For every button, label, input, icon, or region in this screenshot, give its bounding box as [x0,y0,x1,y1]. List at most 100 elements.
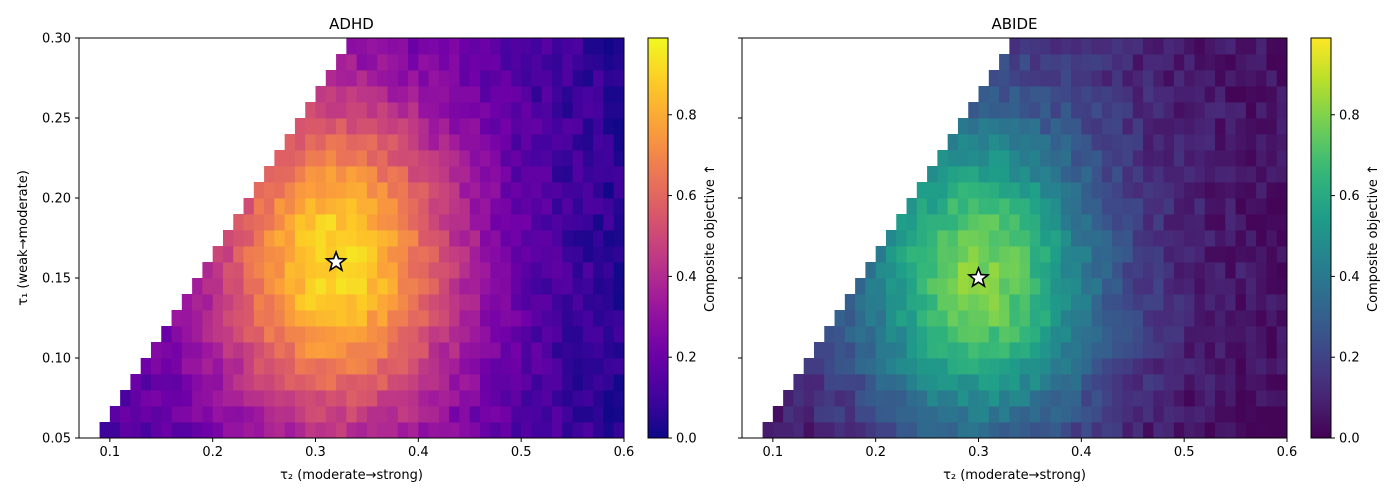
heatmap-cell [469,54,481,71]
heatmap-cell [1266,230,1278,247]
heatmap-cell [253,358,265,375]
heatmap-cell [510,278,522,295]
heatmap-cell [783,422,794,439]
colorbar-tick-label: 0.2 [676,351,697,366]
heatmap-cell [552,422,563,439]
heatmap-cell [1153,390,1165,407]
heatmap-cell [1276,358,1288,375]
heatmap-cell [1081,166,1093,183]
heatmap-cell [885,262,897,279]
heatmap-cell [875,406,887,423]
heatmap-cell [1215,374,1226,391]
heatmap-cell [1040,422,1051,439]
heatmap-cell [202,342,214,359]
heatmap-cell [1122,150,1134,167]
heatmap-cell [1204,422,1216,439]
heatmap-cell [397,38,409,55]
heatmap-cell [1050,54,1062,71]
heatmap-cell [1009,102,1021,119]
heatmap-cell [916,342,928,359]
heatmap-cell [978,406,990,423]
heatmap-cell [572,342,584,359]
heatmap-cell [1245,70,1257,87]
heatmap-cell [315,198,327,215]
heatmap-cell [885,358,897,375]
heatmap-cell [968,342,979,359]
heatmap-cell [1194,214,1206,231]
heatmap-cell [1019,70,1031,87]
heatmap-cell [130,390,142,407]
heatmap-cell [366,358,378,375]
heatmap-cell [1184,342,1195,359]
heatmap-cell [1101,294,1113,311]
heatmap-cell [1173,278,1185,295]
heatmap-cell [418,214,430,231]
heatmap-cell [562,150,574,167]
heatmap-cell [356,70,368,87]
x-tick-label: 0.5 [1174,445,1195,460]
heatmap-cell [336,406,347,423]
heatmap-cell [1266,390,1278,407]
heatmap-cell [1225,390,1237,407]
heatmap-cell [1215,230,1226,247]
heatmap-cell [1163,198,1175,215]
heatmap-cell [336,70,347,87]
heatmap-cell [510,134,522,151]
heatmap-cell [1173,374,1185,391]
heatmap-cell [593,118,604,135]
heatmap-cell [541,38,553,55]
heatmap-cell [1009,310,1021,327]
heatmap-cell [1122,246,1134,263]
heatmap-cell [1143,406,1154,423]
heatmap-cell [947,150,959,167]
heatmap-cell [1256,86,1267,103]
heatmap-cell [171,358,183,375]
heatmap-cell [1019,230,1031,247]
heatmap-cell [1050,230,1062,247]
heatmap-cell [541,102,553,119]
heatmap-cell [593,54,604,71]
heatmap-cell [1225,214,1237,231]
heatmap-cell [531,54,543,71]
heatmap-cell [927,374,938,391]
heatmap-cell [916,262,928,279]
heatmap-cell [1153,294,1165,311]
heatmap-cell [274,230,286,247]
heatmap-cell [1235,262,1247,279]
heatmap-cell [428,358,440,375]
heatmap-cell [1204,374,1216,391]
heatmap-cell [1215,38,1226,55]
heatmap-cell [603,150,615,167]
heatmap-cell [582,182,594,199]
heatmap-cell [988,262,1000,279]
heatmap-cell [397,102,409,119]
heatmap-cell [1153,310,1165,327]
heatmap-cell [1184,374,1195,391]
heatmap-cell [1235,70,1247,87]
heatmap-cell [593,166,604,183]
heatmap-cell [1112,54,1123,71]
heatmap-cell [510,166,522,183]
heatmap-cells [762,38,1288,439]
heatmap-cell [947,406,959,423]
heatmap-cell [1071,262,1082,279]
heatmap-cell [978,358,990,375]
heatmap-cell [500,246,512,263]
heatmap-cell [428,38,440,55]
heatmap-cell [1266,70,1278,87]
heatmap-cell [1163,102,1175,119]
heatmap-cell [521,374,532,391]
heatmap-cell [1153,214,1165,231]
heatmap-cell [1071,358,1082,375]
heatmap-cell [1122,294,1134,311]
heatmap-cell [274,294,286,311]
x-tick-label: 0.4 [1071,445,1092,460]
heatmap-cell [243,198,255,215]
heatmap-cell [140,406,152,423]
heatmap-cell [937,150,949,167]
heatmap-cell [1029,150,1041,167]
heatmap-cell [1184,38,1195,55]
heatmap-cell [582,150,594,167]
heatmap-cell [449,326,460,343]
